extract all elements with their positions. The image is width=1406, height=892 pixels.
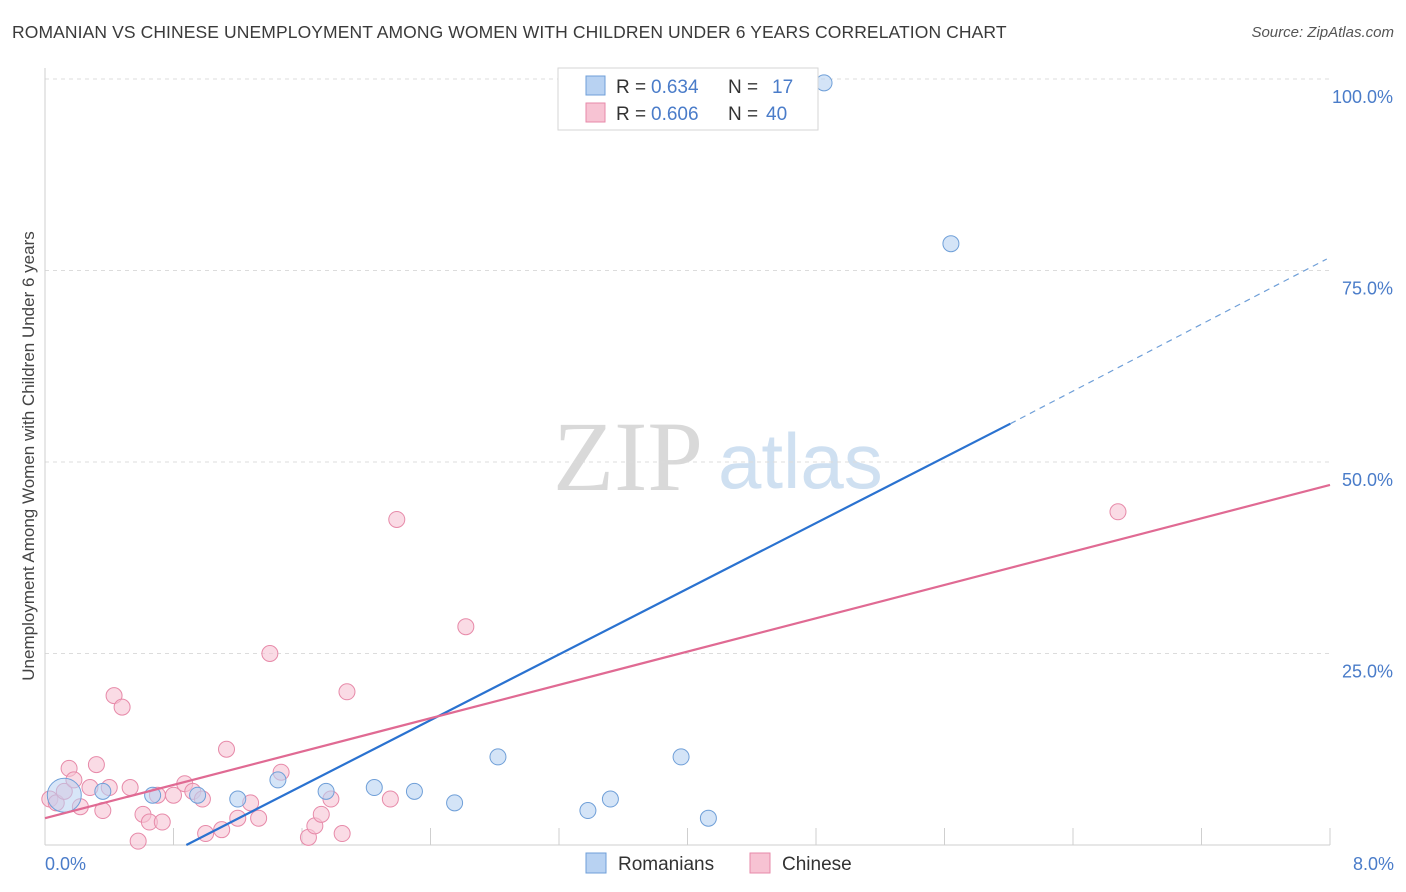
chinese-point-11 [113, 698, 131, 716]
legend-romanians-label: Romanians [618, 854, 714, 875]
romanian-n-value: 17 [772, 77, 793, 98]
chinese-r-label: R = [616, 104, 646, 125]
romanian-point-0 [46, 777, 82, 813]
trend-lines [44, 258, 1331, 846]
romanian-point-16 [942, 235, 960, 253]
romanian-point-10 [489, 748, 507, 766]
y-tick-labels: 25.0% 50.0% 75.0% 100.0% [1332, 87, 1393, 682]
x-tick-label-min: 0.0% [45, 854, 86, 874]
series-legend: Romanians Chinese [585, 852, 852, 875]
chinese-point-10 [105, 687, 123, 705]
legend-chinese-swatch [749, 852, 771, 874]
chinese-point-35 [338, 683, 356, 701]
chinese-point-17 [153, 813, 171, 831]
romanian-point-12 [601, 790, 619, 808]
chinese-trend-line [44, 483, 1331, 820]
gridlines [45, 78, 1330, 654]
chinese-point-37 [388, 510, 406, 528]
chinese-point-28 [261, 645, 279, 662]
romanian-point-14 [699, 809, 717, 827]
romanian-point-7 [365, 779, 383, 797]
romanian-point-3 [189, 786, 207, 804]
watermark: ZIP atlas [553, 401, 883, 512]
romanian-point-4 [229, 790, 247, 808]
x-axis-ticks [44, 828, 1331, 845]
chinese-point-34 [333, 825, 351, 843]
romanian-r-value: 0.634 [651, 77, 699, 98]
y-tick-label-50: 50.0% [1342, 470, 1393, 490]
romanian-trend-extension [1010, 258, 1328, 425]
chinese-point-7 [87, 756, 105, 774]
y-tick-label-75: 75.0% [1342, 279, 1393, 299]
romanian-n-label: N = [728, 77, 758, 98]
romanian-r-label: R = [616, 77, 646, 98]
y-tick-label-25: 25.0% [1342, 662, 1393, 682]
chinese-point-36 [381, 790, 399, 808]
chinese-point-38 [457, 618, 475, 636]
romanian-point-11 [579, 802, 597, 820]
chinese-point-24 [218, 740, 236, 758]
y-axis-title: Unemployment Among Women with Children U… [19, 231, 38, 680]
romanian-point-5 [269, 771, 287, 789]
chinese-r-value: 0.606 [651, 104, 699, 125]
romanian-point-1 [94, 782, 112, 800]
romanian-swatch [585, 75, 606, 96]
romanian-point-13 [672, 748, 690, 766]
romanian-point-6 [317, 782, 335, 800]
chinese-point-12 [121, 779, 139, 797]
stats-legend: R = 0.634 N = 17 R = 0.606 N = 40 [557, 67, 819, 131]
chart-title: ROMANIAN VS CHINESE UNEMPLOYMENT AMONG W… [12, 22, 1007, 42]
y-tick-label-100: 100.0% [1332, 87, 1393, 107]
legend-chinese-label: Chinese [782, 854, 852, 875]
chinese-point-13 [129, 832, 147, 850]
chinese-n-label: N = [728, 104, 758, 125]
romanian-point-8 [405, 782, 423, 800]
chinese-point-32 [312, 805, 330, 823]
data-points [41, 74, 1127, 850]
chinese-point-18 [165, 786, 182, 804]
x-tick-label-max: 8.0% [1353, 854, 1394, 874]
chinese-n-value: 40 [766, 104, 787, 125]
romanian-trend-line [185, 422, 1011, 846]
chinese-point-39 [1109, 503, 1127, 521]
chinese-swatch [585, 102, 606, 123]
romanian-point-9 [446, 794, 464, 812]
legend-romanians-swatch [585, 852, 607, 874]
source-label: Source: ZipAtlas.com [1251, 24, 1394, 41]
watermark-zip: ZIP [553, 401, 703, 512]
chinese-point-27 [250, 809, 268, 827]
watermark-atlas: atlas [718, 417, 883, 505]
